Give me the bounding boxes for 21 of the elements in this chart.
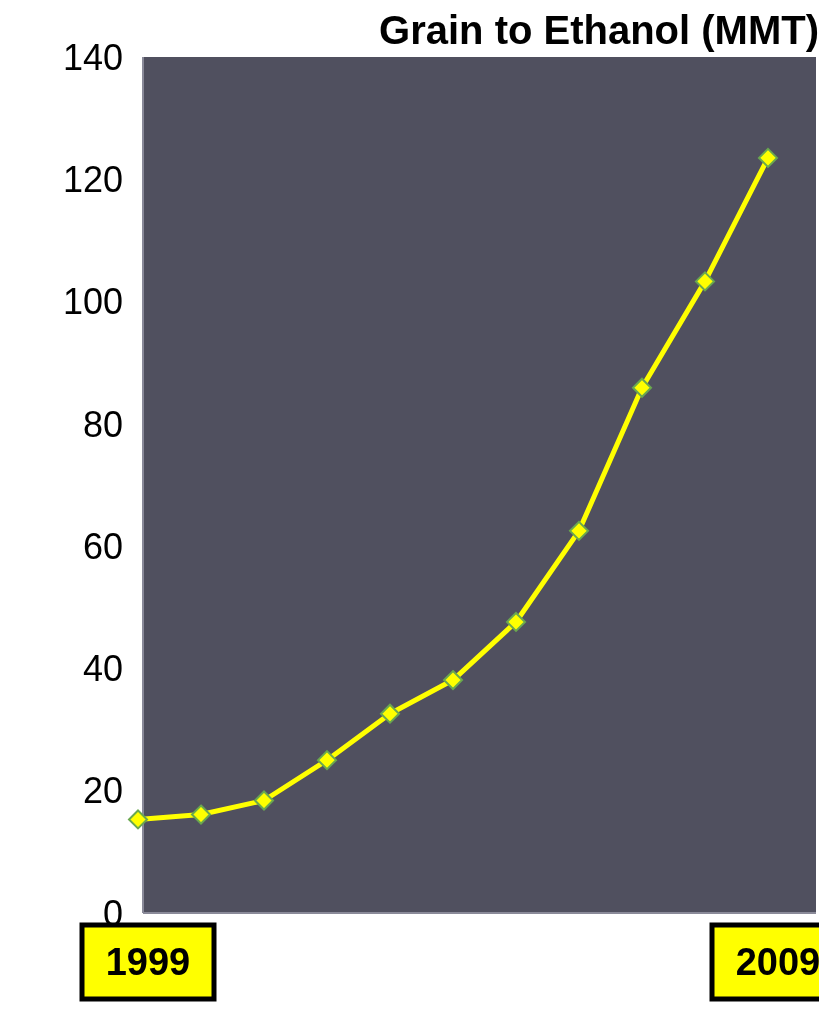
point — [254, 790, 274, 811]
y-tick-label: 80 — [82, 403, 123, 445]
point — [191, 804, 211, 825]
point — [443, 670, 463, 691]
point — [632, 377, 652, 398]
x-tick-label: 2009 — [735, 941, 821, 983]
y-tick-label: 120 — [62, 159, 123, 201]
point — [695, 271, 715, 292]
y-tick-label: 60 — [82, 525, 123, 567]
point — [506, 611, 526, 632]
y-tick-label: 40 — [82, 648, 123, 690]
y-tick-label: 100 — [62, 281, 123, 323]
y-tick-label: 140 — [62, 36, 123, 78]
chart-title: Grain to Ethanol (MMT) — [379, 8, 819, 53]
point — [569, 520, 589, 541]
point — [128, 809, 148, 830]
y-tick-label: 20 — [82, 770, 123, 812]
point — [317, 750, 337, 771]
x-tick-label: 1999 — [105, 941, 191, 983]
point — [758, 147, 778, 168]
point — [380, 703, 400, 724]
